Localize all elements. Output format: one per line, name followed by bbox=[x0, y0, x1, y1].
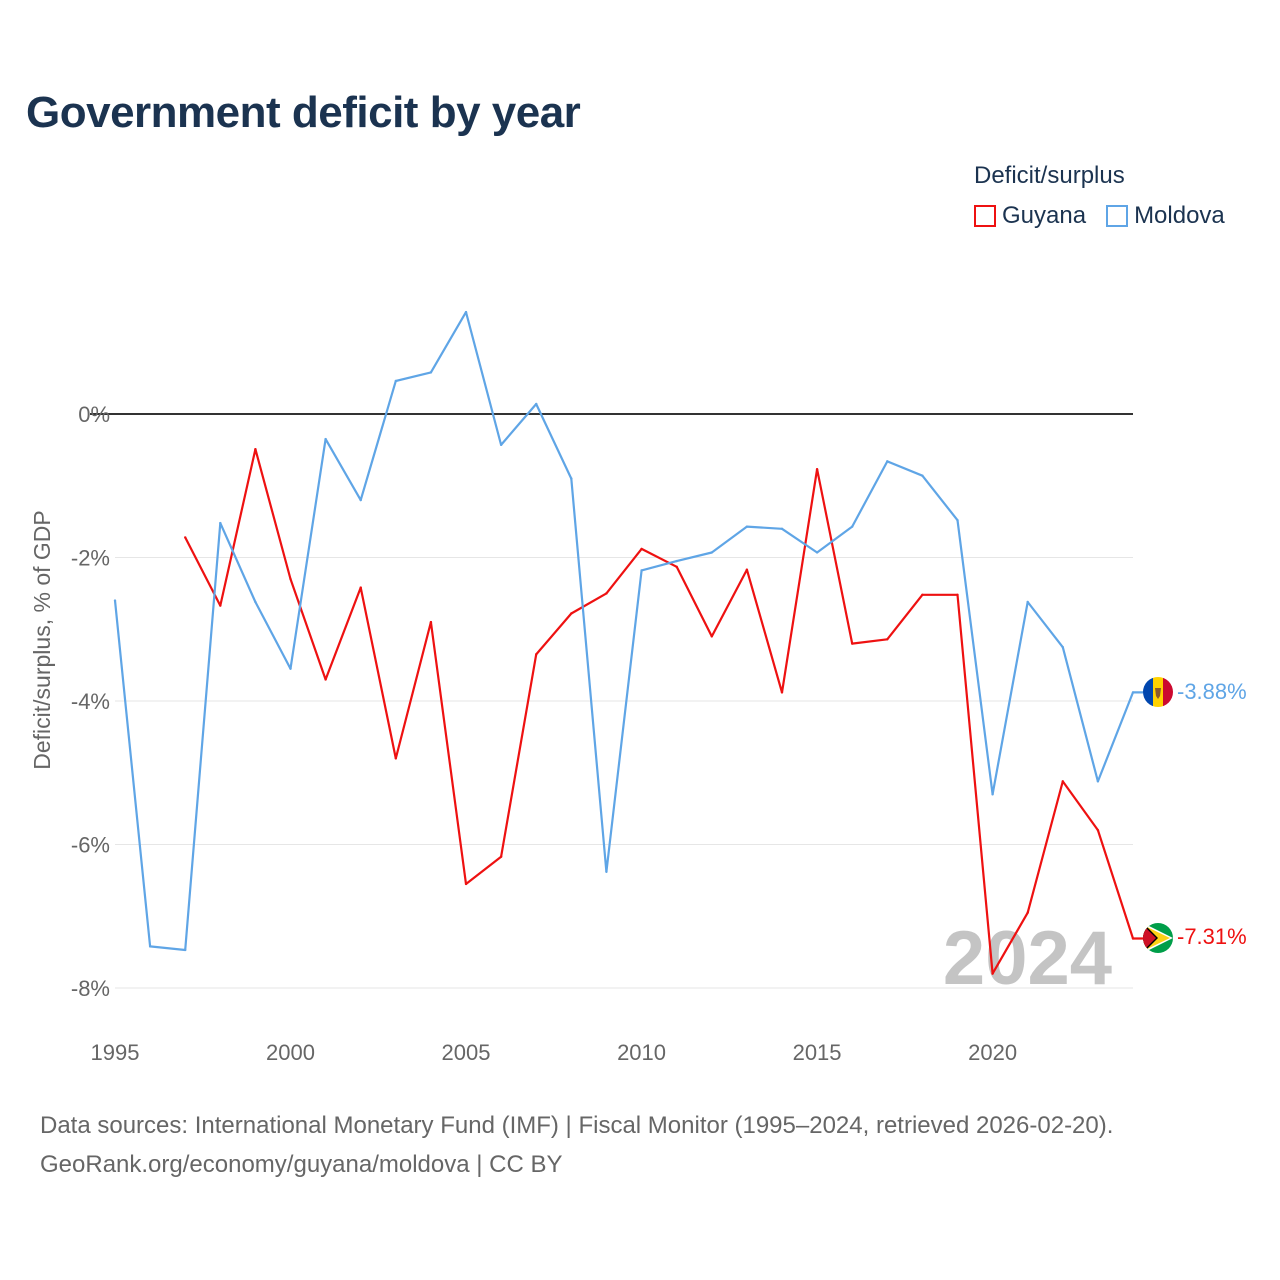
y-tick-label: -8% bbox=[71, 976, 110, 1001]
y-axis-title: Deficit/surplus, % of GDP bbox=[29, 510, 55, 769]
data-point-moldova bbox=[219, 521, 222, 525]
y-tick-label: -2% bbox=[71, 546, 110, 571]
legend-item-moldova[interactable]: Moldova bbox=[1106, 202, 1225, 230]
data-point-guyana bbox=[956, 593, 959, 597]
line-chart: 0% -2% -4% -6% -8% 1995 2000 2005 2010 2015 2020 D… bbox=[29, 310, 1247, 1065]
data-point-moldova bbox=[148, 945, 152, 948]
data-point-moldova bbox=[289, 667, 292, 670]
y-tick-label: 0% bbox=[78, 402, 110, 427]
x-tick-label: 2020 bbox=[968, 1040, 1017, 1065]
legend-label-moldova: Moldova bbox=[1134, 202, 1225, 229]
data-point-moldova bbox=[640, 569, 643, 572]
x-tick-label: 1995 bbox=[91, 1040, 140, 1065]
footer-link[interactable]: GeoRank.org/economy/guyana/moldova | CC … bbox=[40, 1151, 563, 1178]
legend-label-guyana: Guyana bbox=[1002, 202, 1087, 229]
data-point-moldova bbox=[815, 551, 819, 554]
end-label-moldova: -3.88% bbox=[1177, 679, 1247, 704]
year-watermark: 2024 bbox=[943, 916, 1112, 1001]
footer: Data sources: International Monetary Fun… bbox=[40, 1106, 1113, 1184]
data-point-moldova bbox=[1026, 600, 1029, 604]
legend: Deficit/surplus Guyana Moldova bbox=[974, 162, 1225, 230]
data-point-guyana bbox=[359, 586, 362, 589]
data-point-moldova bbox=[499, 443, 503, 447]
data-point-moldova bbox=[570, 477, 573, 480]
x-tick-label: 2000 bbox=[266, 1040, 315, 1065]
data-point-moldova bbox=[991, 793, 994, 796]
data-point-moldova bbox=[780, 527, 784, 530]
x-tick-label: 2005 bbox=[442, 1040, 491, 1065]
data-point-guyana bbox=[394, 757, 398, 760]
data-point-moldova bbox=[184, 948, 187, 952]
data-point-guyana bbox=[605, 592, 608, 595]
data-point-guyana bbox=[675, 565, 678, 569]
data-point-guyana bbox=[289, 577, 292, 581]
data-point-moldova bbox=[113, 599, 117, 602]
legend-title: Deficit/surplus bbox=[974, 162, 1125, 189]
x-tick-label: 2015 bbox=[793, 1040, 842, 1065]
data-point-moldova bbox=[605, 870, 608, 873]
data-point-guyana bbox=[464, 882, 468, 886]
data-point-moldova bbox=[886, 460, 889, 463]
data-point-guyana bbox=[710, 635, 713, 638]
data-point-moldova bbox=[464, 310, 468, 314]
data-point-guyana bbox=[1096, 828, 1100, 832]
series-line-guyana bbox=[184, 448, 1143, 975]
x-tick-label: 2010 bbox=[617, 1040, 666, 1065]
data-point-moldova bbox=[359, 498, 362, 502]
data-point-guyana bbox=[886, 638, 889, 641]
y-tick-label: -4% bbox=[71, 689, 110, 714]
chart-title: Government deficit by year bbox=[26, 88, 581, 137]
data-point-guyana bbox=[745, 568, 749, 571]
footer-sources: Data sources: International Monetary Fun… bbox=[40, 1112, 1114, 1139]
end-label-guyana: -7.31% bbox=[1177, 924, 1247, 949]
data-point-moldova bbox=[324, 437, 327, 441]
data-point-guyana bbox=[219, 604, 222, 607]
data-point-guyana bbox=[499, 855, 503, 858]
data-point-guyana bbox=[815, 468, 819, 471]
data-point-moldova bbox=[675, 559, 678, 563]
data-point-moldova bbox=[745, 525, 749, 528]
data-point-guyana bbox=[640, 547, 643, 551]
data-point-moldova bbox=[394, 379, 398, 383]
data-point-moldova bbox=[1096, 780, 1100, 783]
guyana-flag-icon bbox=[1143, 923, 1173, 953]
data-point-moldova bbox=[1131, 691, 1135, 694]
data-point-moldova bbox=[921, 474, 924, 477]
data-point-guyana bbox=[850, 642, 854, 645]
data-point-guyana bbox=[991, 972, 994, 975]
data-point-guyana bbox=[324, 678, 327, 681]
legend-item-guyana[interactable]: Guyana bbox=[974, 202, 1086, 230]
legend-swatch-guyana bbox=[974, 205, 996, 227]
y-tick-label: -6% bbox=[71, 833, 110, 858]
data-point-moldova bbox=[254, 600, 257, 604]
data-point-guyana bbox=[184, 536, 187, 539]
data-point-moldova bbox=[710, 551, 713, 554]
moldova-flag-icon bbox=[1143, 677, 1173, 707]
data-point-guyana bbox=[1061, 780, 1064, 783]
data-point-moldova bbox=[429, 371, 433, 374]
data-point-moldova bbox=[956, 518, 959, 522]
data-point-guyana bbox=[535, 653, 538, 656]
data-point-guyana bbox=[1131, 937, 1135, 940]
data-point-guyana bbox=[780, 691, 784, 694]
series-line-moldova bbox=[113, 311, 1143, 952]
data-point-moldova bbox=[535, 402, 538, 406]
data-point-moldova bbox=[1061, 645, 1064, 649]
data-point-guyana bbox=[1026, 911, 1029, 914]
data-point-guyana bbox=[254, 447, 257, 451]
data-point-guyana bbox=[429, 620, 433, 624]
data-point-guyana bbox=[570, 612, 573, 615]
data-point-guyana bbox=[921, 593, 924, 597]
data-point-moldova bbox=[850, 525, 854, 528]
legend-swatch-moldova bbox=[1106, 205, 1129, 227]
